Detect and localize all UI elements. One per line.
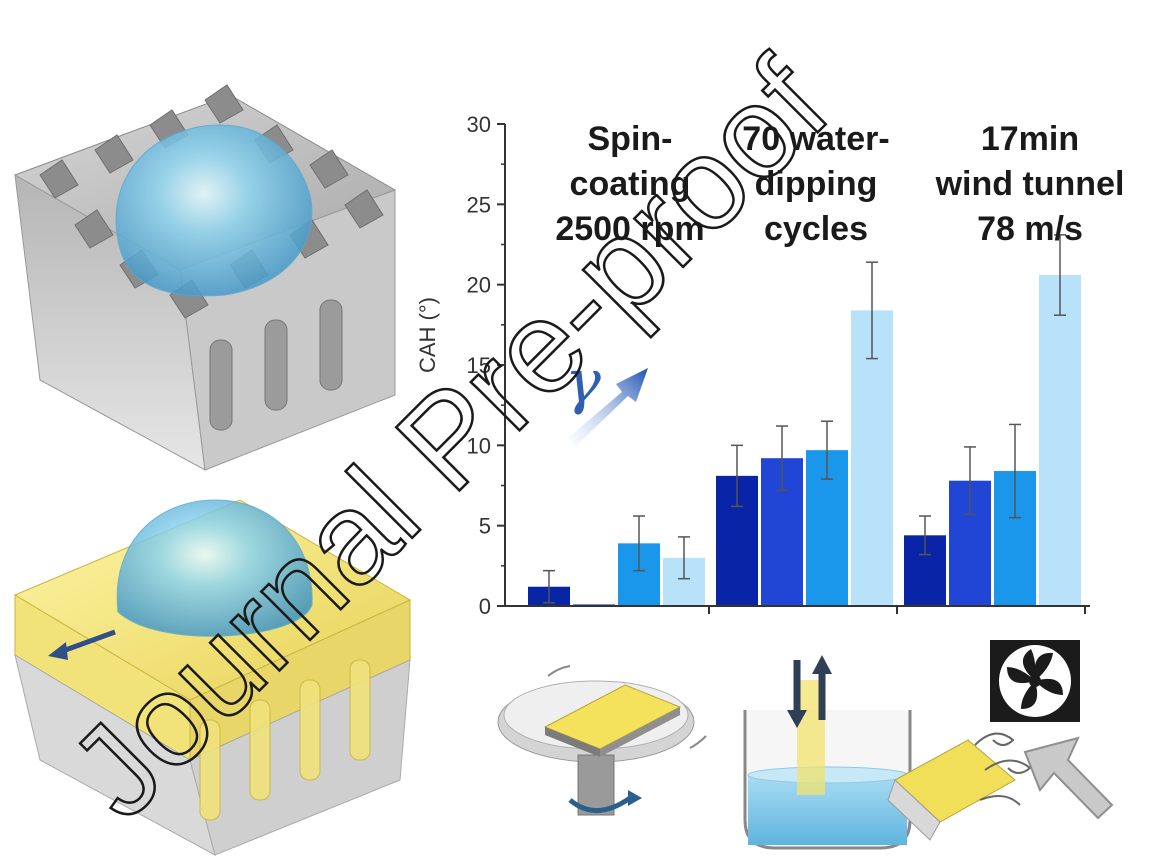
wind-tunnel-sample-icon — [887, 732, 1032, 841]
cah-bar-chart: 0 5 10 15 20 25 30 Spin-coating 2500 rpm 70 wate… — [415, 112, 1124, 619]
increase-arrow-icon — [568, 368, 648, 446]
group-label-3-line-2: wind tunnel — [935, 165, 1125, 203]
y-tick-labels: 0 5 10 15 20 25 30 — [467, 112, 491, 619]
errorbars-layer — [543, 234, 1066, 604]
y-tick-label-5: 5 — [479, 514, 491, 539]
bar-series-4-group-2 — [851, 310, 893, 606]
group-label-2-line-2: dipping — [755, 165, 878, 203]
surface-3d-pillar-icon — [13, 84, 397, 471]
spin-coater-icon — [497, 665, 707, 816]
group-labels: Spin-coating 2500 rpm 70 water-dipping cycl… — [555, 120, 1124, 248]
y-tick-label-25: 25 — [467, 192, 491, 217]
wind-arrow-icon — [1023, 736, 1114, 820]
group-label-3-line-3: 78 m/s — [977, 210, 1083, 248]
y-tick-label-20: 20 — [467, 273, 491, 298]
beaker-dipping-icon — [743, 655, 912, 850]
gamma-symbol: γ — [565, 347, 601, 417]
group-label-1-line-1: Spin- — [588, 120, 673, 158]
y-tick-label-30: 30 — [467, 112, 491, 137]
bars-layer — [528, 275, 1081, 606]
y-tick-label-10: 10 — [467, 433, 491, 458]
fan-icon — [990, 640, 1080, 722]
coated-surface-droplet-icon — [13, 499, 412, 856]
axes-layer — [497, 123, 1090, 614]
y-tick-label-15: 15 — [467, 353, 491, 378]
y-axis-label: CAH (°) — [415, 297, 440, 373]
bar-series-4-group-3 — [1039, 275, 1081, 606]
group-label-1-line-3: 2500 rpm — [555, 210, 704, 248]
group-label-2-line-3: cycles — [764, 210, 868, 248]
group-label-2-line-1: 70 water- — [742, 120, 889, 158]
y-tick-label-0: 0 — [479, 594, 491, 619]
group-label-1-line-2: coating — [570, 165, 691, 203]
group-label-3-line-1: 17min — [981, 120, 1079, 158]
